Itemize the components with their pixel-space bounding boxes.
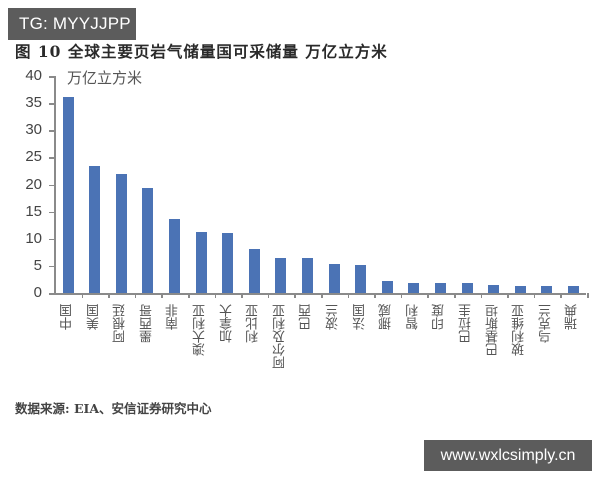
x-tick bbox=[294, 293, 296, 298]
bar-chart: 万亿立方米 0 5 10 15 20 25 30 35 40 中国 美国 阿根廷 墨西哥 南非 澳大利亚 加拿… bbox=[25, 67, 589, 369]
x-tick bbox=[427, 293, 429, 298]
x-category-label: 墨西哥 bbox=[139, 304, 155, 343]
x-category-label: 印度 bbox=[432, 304, 448, 330]
x-tick bbox=[560, 293, 562, 298]
y-tick bbox=[49, 238, 55, 241]
y-tick bbox=[49, 157, 55, 159]
bar-17 bbox=[488, 285, 500, 293]
x-tick bbox=[347, 293, 350, 298]
watermark-bottom-right: www.wxlcsimply.cn bbox=[424, 440, 592, 471]
x-tick bbox=[507, 293, 509, 298]
y-tick-label: 0 bbox=[33, 284, 42, 301]
bar-5 bbox=[168, 218, 180, 293]
bar-10 bbox=[301, 258, 313, 293]
y-tick-label: 20 bbox=[25, 175, 42, 193]
watermark-top-left: TG: MYYJJPP bbox=[8, 8, 136, 40]
y-tick bbox=[49, 76, 55, 78]
x-axis bbox=[54, 293, 586, 295]
unit-label: 万亿立方米 bbox=[67, 69, 143, 87]
x-tick bbox=[214, 293, 217, 298]
data-source-note: 数据来源: EIA、安信证券研究中心 bbox=[15, 401, 212, 416]
x-category-label: 乌克兰 bbox=[538, 304, 554, 343]
x-category-label: 巴基斯坦 bbox=[485, 304, 501, 356]
x-category-label: 玻利维亚 bbox=[512, 304, 528, 356]
x-tick bbox=[134, 293, 137, 298]
x-category-label: 加拿大 bbox=[219, 304, 235, 343]
x-tick bbox=[533, 293, 536, 298]
x-category-label: 智利 bbox=[405, 304, 421, 330]
bar-9 bbox=[275, 257, 287, 293]
x-tick bbox=[480, 293, 483, 298]
y-tick-label: 40 bbox=[25, 67, 42, 84]
x-tick bbox=[188, 293, 190, 298]
y-tick-label: 15 bbox=[25, 202, 42, 220]
x-category-label: 瑞典 bbox=[565, 304, 581, 330]
bar-2 bbox=[89, 166, 101, 293]
x-tick bbox=[374, 293, 376, 298]
bar-16 bbox=[461, 283, 473, 293]
y-tick bbox=[49, 293, 55, 295]
y-tick-label: 5 bbox=[33, 256, 42, 274]
x-category-label: 巴西 bbox=[299, 304, 315, 330]
x-category-label: 阿尔及利亚 bbox=[272, 304, 288, 369]
x-tick bbox=[587, 293, 589, 298]
x-category-label: 南非 bbox=[166, 304, 182, 330]
bar-4 bbox=[142, 188, 154, 293]
x-tick bbox=[400, 293, 403, 298]
x-tick bbox=[108, 293, 110, 298]
y-tick-label: 25 bbox=[25, 148, 42, 166]
y-tick bbox=[49, 211, 55, 214]
x-tick bbox=[454, 293, 456, 298]
bar-13 bbox=[381, 280, 393, 293]
x-tick bbox=[81, 293, 84, 298]
y-tick bbox=[49, 265, 55, 268]
y-tick-label: 10 bbox=[25, 229, 42, 247]
bar-15 bbox=[434, 283, 446, 293]
bar-7 bbox=[222, 233, 234, 293]
bar-20 bbox=[567, 286, 579, 293]
x-category-label: 美国 bbox=[86, 304, 102, 330]
x-tick bbox=[267, 293, 270, 298]
x-category-label: 利比亚 bbox=[246, 304, 262, 343]
bar-18 bbox=[514, 285, 526, 293]
figure-title: 图 10 全球主要页岩气储量国可采储量 万亿立方米 bbox=[15, 42, 388, 61]
x-category-label: 澳大利亚 bbox=[193, 304, 208, 356]
bar-8 bbox=[248, 248, 260, 293]
x-category-label: 中国 bbox=[60, 304, 75, 330]
x-category-label: 法国 bbox=[352, 304, 368, 330]
x-tick bbox=[321, 293, 323, 298]
bar-19 bbox=[541, 286, 553, 293]
x-tick bbox=[241, 293, 243, 298]
bar-12 bbox=[355, 265, 367, 293]
x-category-label: 挪威 bbox=[379, 304, 395, 330]
y-tick bbox=[49, 130, 55, 132]
x-category-label: 阿根廷 bbox=[113, 304, 129, 343]
y-tick bbox=[49, 103, 55, 105]
bar-14 bbox=[408, 283, 420, 293]
y-tick bbox=[49, 184, 55, 186]
y-tick-label: 30 bbox=[25, 121, 42, 139]
x-category-label: 波兰 bbox=[326, 304, 341, 330]
bar-1 bbox=[62, 97, 74, 293]
x-category-label: 巴拉圭 bbox=[459, 304, 474, 343]
bar-3 bbox=[115, 174, 127, 293]
x-tick bbox=[161, 293, 163, 298]
bar-11 bbox=[328, 264, 340, 293]
bar-6 bbox=[195, 232, 207, 293]
y-tick-label: 35 bbox=[25, 94, 42, 112]
